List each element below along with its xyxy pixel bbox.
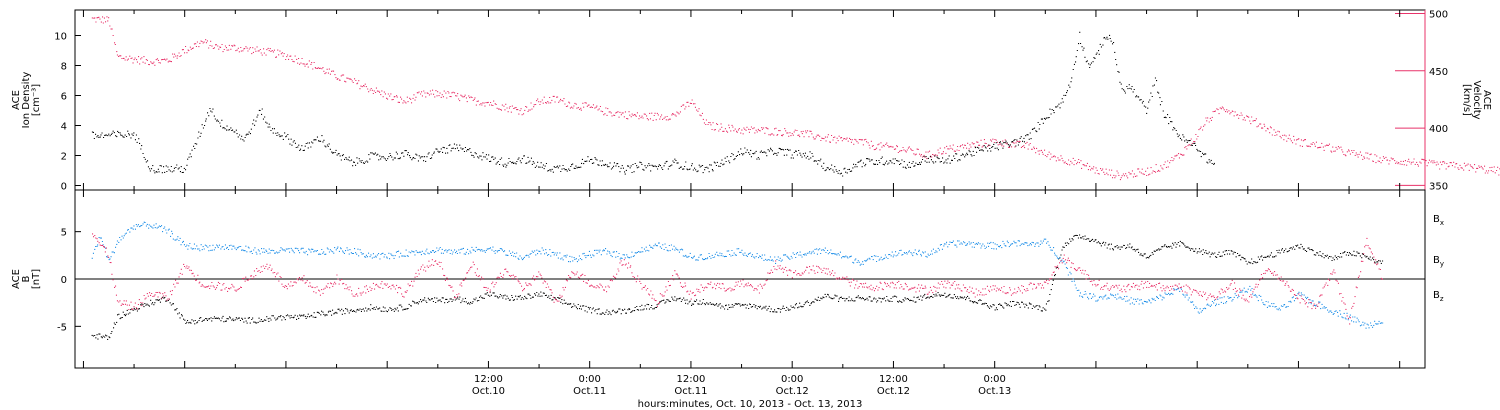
density-axis-y-tick-label: 2 [61, 152, 67, 163]
velocity-axis-title-line: [km/s] [1461, 84, 1472, 116]
bx-series-points [91, 234, 1384, 340]
date-tick-label: Oct.10 [472, 386, 505, 397]
density-axis-y-tick-label: 4 [61, 122, 67, 133]
time-tick-label: 12:00 [677, 374, 706, 385]
b-axis-y-tick-label: -5 [57, 322, 67, 333]
date-tick-label: Oct.11 [573, 386, 606, 397]
density-axis-y-tick-label: 10 [54, 32, 67, 43]
velocity-axis-y-tick-label: 450 [1429, 67, 1448, 78]
time-tick-label: 12:00 [879, 374, 908, 385]
bz-series [92, 233, 1383, 325]
time-tick-label: 0:00 [983, 374, 1005, 385]
density-axis-title-line: Ion Density [21, 72, 32, 129]
b-axis-title-line: ACE [11, 269, 22, 289]
date-tick-label: Oct.12 [776, 386, 809, 397]
magnetic-field-panel: -5 0 5 ACE B [nT] Bx By Bz [11, 189, 1444, 369]
legend-bx: Bx [1433, 214, 1444, 227]
date-tick-label: Oct.12 [877, 386, 910, 397]
b-axis-y-tick-label: 5 [61, 228, 67, 239]
b-axis-y-tick-label: 0 [61, 275, 67, 286]
velocity-axis-y-tick-label: 400 [1429, 124, 1448, 135]
velocity-axis-title-line: ACE [1481, 90, 1492, 110]
top-panel-frame [74, 9, 1426, 191]
density-axis-y-tick-label: 6 [61, 92, 67, 103]
date-tick-label: Oct.13 [978, 386, 1011, 397]
legend-bz: Bz [1433, 290, 1444, 303]
velocity-axis-y-tick-label: 350 [1429, 181, 1448, 192]
time-tick-label: 0:00 [781, 374, 803, 385]
density-axis-title-line: ACE [11, 90, 22, 110]
density-axis-y-tick-label: 0 [61, 182, 67, 193]
by-series-points [91, 221, 1384, 329]
density-axis-title-line: [cm⁻³] [31, 84, 42, 116]
legend-by: By [1433, 255, 1444, 268]
time-tick-label: 12:00 [474, 374, 503, 385]
velocity-series [91, 16, 1500, 181]
by-series [91, 221, 1384, 329]
time-tick-label: 0:00 [578, 374, 600, 385]
density-axis-y-tick-label: 8 [61, 62, 67, 73]
bz-series-points [92, 233, 1383, 325]
density-series-points [91, 31, 1215, 177]
velocity-axis-title-line: Velocity [1471, 80, 1482, 119]
b-axis-title-line: [nT] [31, 269, 42, 289]
x-axis-label: hours:minutes, Oct. 10, 2013 - Oct. 13, … [638, 399, 863, 410]
velocity-series-points [91, 16, 1500, 181]
velocity-axis-y-tick-label: 500 [1429, 9, 1448, 20]
date-tick-label: Oct.11 [674, 386, 707, 397]
time-axis: 12:00Oct.100:00Oct.1112:00Oct.110:00Oct.… [472, 374, 1011, 397]
bx-series [91, 234, 1384, 340]
density-series [91, 31, 1215, 177]
b-axis-title-line: B [21, 275, 32, 282]
